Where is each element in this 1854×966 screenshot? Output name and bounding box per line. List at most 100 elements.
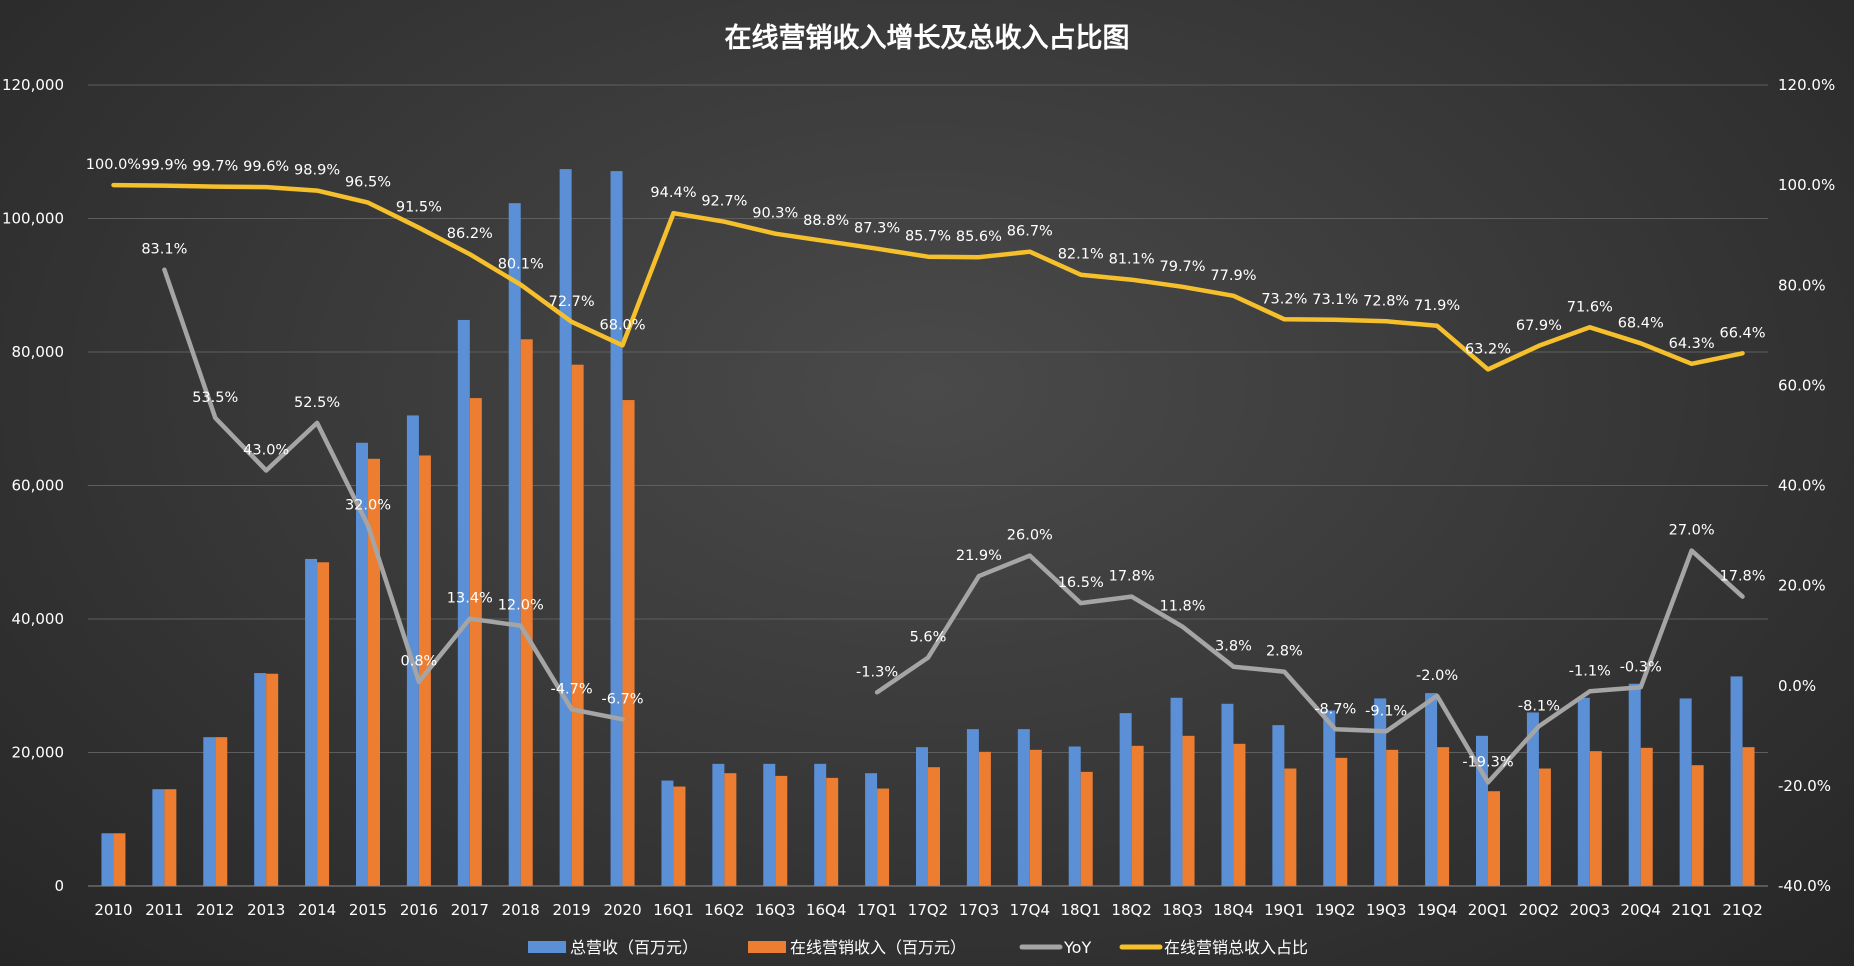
bar [1488,791,1500,886]
y-right-tick-label: 20.0% [1778,577,1826,595]
data-label: 3.8% [1215,639,1252,655]
y-left-tick-label: 100,000 [2,210,64,228]
bar [356,442,368,886]
data-label: -1.3% [856,664,898,680]
bar [1679,698,1692,886]
y-right-tick-label: 80.0% [1778,276,1826,294]
data-label: 96.5% [345,175,391,191]
data-label: 99.9% [141,158,187,174]
chart-title: 在线营销收入增长及总收入占比图 [725,22,1130,54]
bar [1691,765,1704,886]
data-label: 2.8% [1266,644,1303,660]
data-label: 90.3% [752,206,798,222]
bar [1577,697,1590,886]
bar [1425,693,1438,886]
legend-label: 总营收（百万元） [570,938,698,957]
y-right-tick-label: -20.0% [1778,777,1831,795]
x-tick-label: 20Q3 [1570,901,1610,919]
data-label: 53.5% [192,390,238,406]
bar [571,364,584,886]
data-label: 71.9% [1414,298,1460,314]
x-tick-label: 21Q1 [1671,901,1711,919]
x-tick-label: 18Q2 [1111,901,1151,919]
data-label: 91.5% [396,200,442,216]
data-label: 85.6% [956,229,1002,245]
data-label: 68.0% [600,317,646,333]
bar [1374,698,1387,886]
data-label: 12.0% [498,598,544,614]
bar [1221,703,1234,886]
legend-label: 在线营销收入（百万元） [790,938,966,957]
x-tick-label: 2019 [553,901,591,919]
x-tick-label: 2011 [145,901,183,919]
y-right-tick-label: 40.0% [1778,477,1826,495]
bar [1170,697,1183,886]
data-label: -8.7% [1314,701,1356,717]
data-label: -1.1% [1569,663,1611,679]
y-right-tick-label: -40.0% [1778,877,1831,895]
bar [305,558,318,886]
bar [673,786,686,886]
data-label: 13.4% [447,591,493,607]
y-left-tick-label: 120,000 [2,76,64,94]
y-left-tick-label: 80,000 [12,343,65,361]
data-label: 32.0% [345,498,391,514]
label-layer: 83.1% 53.5% 43.0% 52.5% 32.0% 0.8% 13.4% 12.0% -… [86,157,1766,770]
data-label: 21.9% [956,548,1002,564]
data-label: 17.8% [1109,569,1155,585]
data-label: 87.3% [854,221,900,237]
bar [724,773,737,886]
x-tick-label: 16Q4 [806,901,846,919]
bar [916,747,928,886]
x-tick-label: 17Q1 [857,901,897,919]
x-tick-label: 2020 [603,901,641,919]
bar [763,763,776,886]
bar [101,833,114,886]
data-label: 72.7% [549,294,595,310]
bar [1538,768,1551,886]
data-label: 88.8% [803,213,849,229]
legend-label: YoY [1063,938,1091,957]
x-tick-label: 17Q4 [1010,901,1050,919]
bar [1526,712,1539,886]
axis-layer: 0 20,000 40,000 60,000 80,000 100,000 120,000 -… [2,76,1835,919]
legend-swatch [748,941,786,953]
data-label: 66.4% [1720,325,1766,341]
bar [865,773,878,886]
x-tick-label: 18Q3 [1162,901,1202,919]
bar [254,673,267,886]
x-tick-label: 17Q3 [959,901,999,919]
bar [966,729,979,886]
bar [1742,747,1755,886]
bar [877,788,890,886]
data-label: 72.8% [1363,293,1409,309]
data-label: 52.5% [294,395,340,411]
x-tick-label: 19Q3 [1366,901,1406,919]
y-right-tick-label: 60.0% [1778,376,1826,394]
legend: 总营收（百万元） 在线营销收入（百万元） YoY 在线营销总收入占比 [528,938,1308,957]
bar [1068,746,1081,886]
x-tick-label: 21Q2 [1722,901,1762,919]
bar [928,767,940,886]
bar [1335,757,1348,886]
grid-layer [88,84,1768,753]
bar [1233,743,1246,886]
bar [1589,751,1602,886]
x-tick-label: 18Q4 [1213,901,1253,919]
bar [113,833,126,886]
data-label: 98.9% [294,163,340,179]
data-label: -2.0% [1416,668,1458,684]
bar [1182,735,1195,886]
data-label: 92.7% [701,194,747,210]
data-label: 16.5% [1058,575,1104,591]
data-label: 99.6% [243,159,289,175]
y-left-tick-label: 0 [54,877,64,895]
data-label: -0.3% [1620,659,1662,675]
bar [203,737,216,886]
data-label: -8.1% [1518,698,1560,714]
bar [622,400,635,886]
x-tick-label: 18Q1 [1061,901,1101,919]
data-label: 67.9% [1516,318,1562,334]
data-label: 26.0% [1007,528,1053,544]
bar [826,777,839,886]
